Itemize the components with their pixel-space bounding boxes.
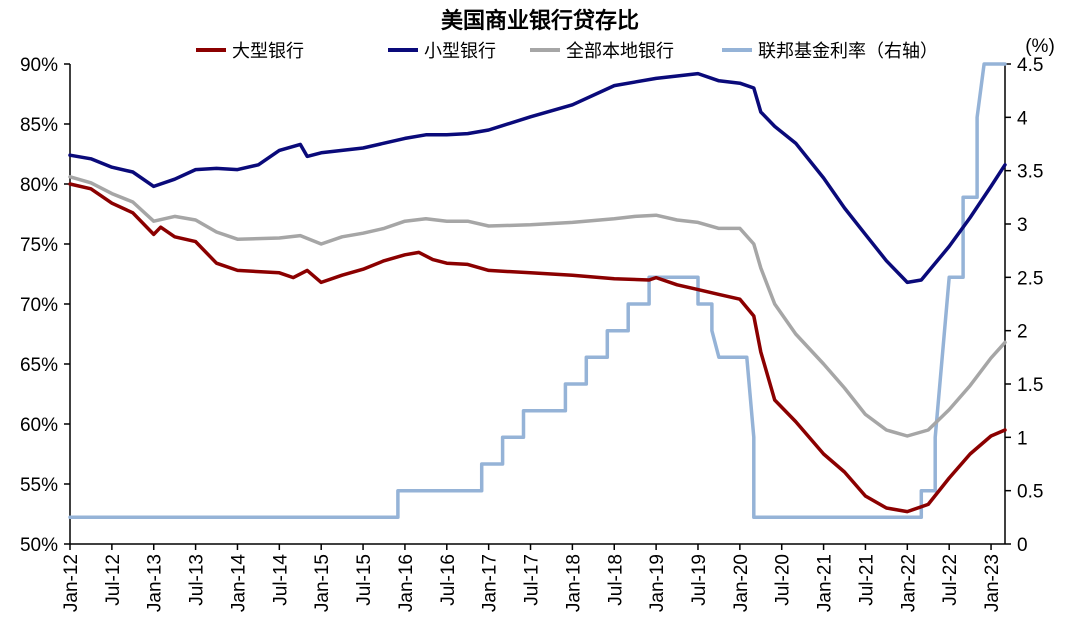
- right-tick-label: 1: [1017, 428, 1028, 449]
- chart-title: 美国商业银行贷存比: [441, 8, 639, 34]
- right-tick-label: 3: [1017, 215, 1028, 236]
- plot-lines: [68, 62, 1007, 520]
- x-tick-label: Jan-16: [396, 554, 417, 612]
- x-tick-label: Jul-12: [103, 554, 124, 606]
- x-tick-label: Jan-23: [982, 554, 1003, 612]
- x-tick-label: Jan-15: [312, 554, 333, 612]
- legend-label-1: 小型银行: [424, 41, 496, 62]
- left-tick-label: 50%: [20, 535, 58, 556]
- right-tick-label: 3.5: [1017, 162, 1043, 183]
- x-tick-label: Jul-21: [856, 554, 877, 606]
- left-axis: 50% 55% 60% 65% 70% 75% 80% 85% 90%: [20, 55, 71, 556]
- right-tick-label: 0.5: [1017, 482, 1043, 503]
- right-tick-label: 1.5: [1017, 375, 1043, 396]
- x-tick-label: Jul-15: [354, 554, 375, 606]
- x-tick-label: Jan-21: [815, 554, 836, 612]
- x-tick-label: Jan-20: [731, 554, 752, 612]
- right-tick-label: 4: [1017, 108, 1028, 129]
- left-tick-label: 65%: [20, 355, 58, 376]
- legend: 大型银行 小型银行 全部本地银行 联邦基金利率（右轴）: [196, 41, 938, 62]
- right-tick-label: 2.5: [1017, 268, 1043, 289]
- left-tick-label: 60%: [20, 415, 58, 436]
- x-tick-label: Jan-12: [61, 554, 82, 612]
- x-axis: Jan-12 Jul-12 Jan-13 Jul-13 Jan-14 Jul-14 Jan-…: [61, 543, 1005, 613]
- right-axis-unit: (%): [1025, 36, 1055, 57]
- series-line-2: [68, 175, 1007, 438]
- x-tick-label: Jan-22: [898, 554, 919, 612]
- series-line-3: [68, 62, 1007, 520]
- legend-label-3: 联邦基金利率（右轴）: [758, 41, 938, 62]
- x-tick-label: Jul-19: [689, 554, 710, 606]
- right-tick-label: 0: [1017, 535, 1028, 556]
- left-tick-label: 80%: [20, 175, 58, 196]
- left-tick-label: 55%: [20, 475, 58, 496]
- x-tick-label: Jul-18: [605, 554, 626, 606]
- x-tick-label: Jul-16: [438, 554, 459, 606]
- legend-label-0: 大型银行: [232, 41, 304, 62]
- series-line-0: [68, 182, 1007, 514]
- x-tick-label: Jan-19: [647, 554, 668, 612]
- left-tick-label: 70%: [20, 295, 58, 316]
- right-axis: 0 0.5 1 1.5 2 2.5 3 3.5 4 4.5: [1004, 55, 1043, 556]
- x-tick-label: Jul-17: [522, 554, 543, 606]
- x-tick-label: Jul-13: [187, 554, 208, 606]
- x-tick-label: Jan-17: [480, 554, 501, 612]
- left-tick-label: 75%: [20, 235, 58, 256]
- x-tick-label: Jan-13: [145, 554, 166, 612]
- right-tick-label: 4.5: [1017, 55, 1043, 76]
- legend-label-2: 全部本地银行: [566, 41, 674, 62]
- x-tick-label: Jan-14: [228, 554, 249, 613]
- x-tick-label: Jul-20: [773, 554, 794, 606]
- x-tick-label: Jul-14: [270, 554, 291, 606]
- left-tick-label: 90%: [20, 55, 58, 76]
- x-tick-label: Jan-18: [563, 554, 584, 612]
- x-tick-label: Jul-22: [940, 554, 961, 606]
- series-line-1: [68, 71, 1007, 285]
- right-tick-label: 2: [1017, 322, 1028, 343]
- left-tick-label: 85%: [20, 115, 58, 136]
